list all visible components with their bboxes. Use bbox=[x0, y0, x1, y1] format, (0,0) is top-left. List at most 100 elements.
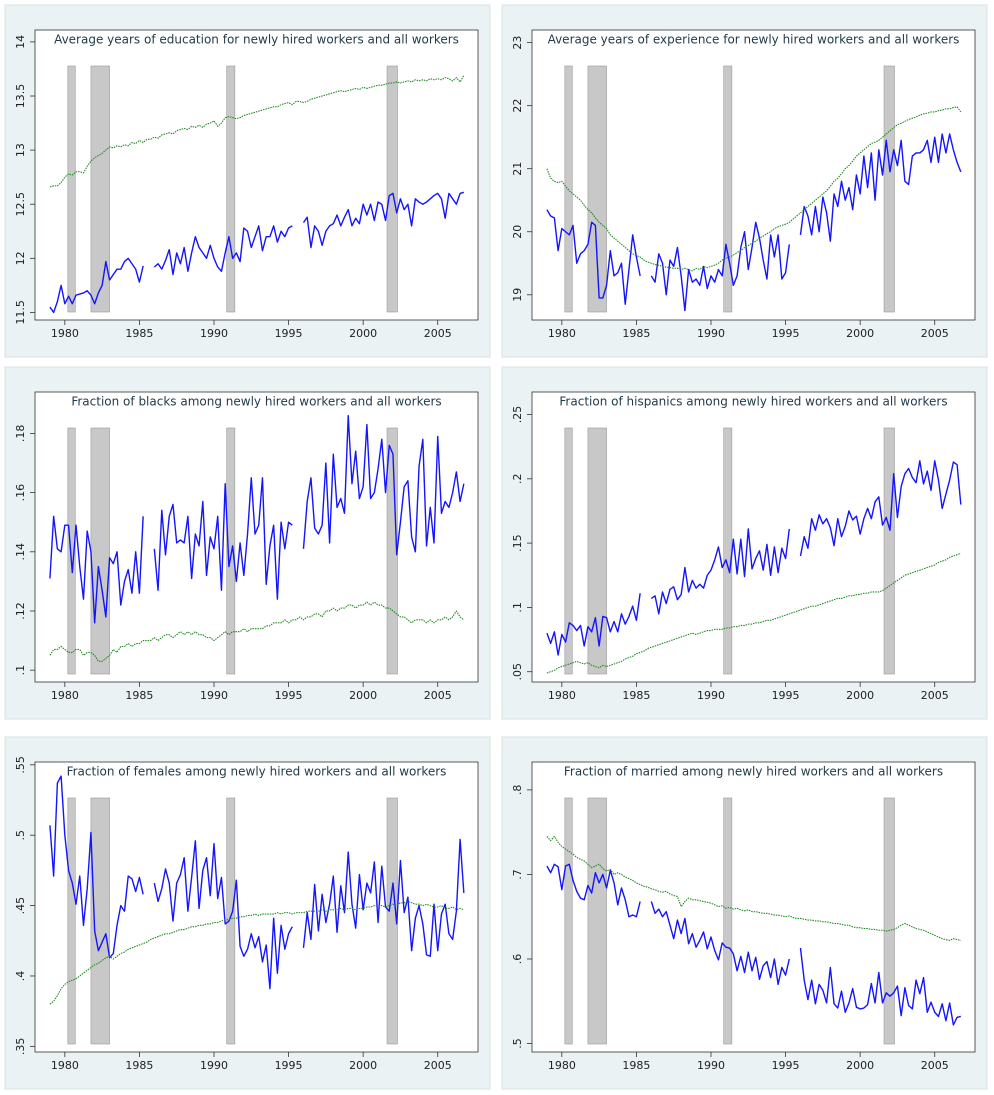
y-tick-label: 19 bbox=[511, 288, 524, 302]
y-tick-label: .7 bbox=[511, 869, 524, 880]
shaded-period bbox=[67, 65, 76, 313]
y-tick-label: .05 bbox=[511, 663, 524, 681]
x-tick-label: 2000 bbox=[349, 1059, 377, 1072]
shaded-period bbox=[883, 65, 895, 313]
x-tick-label: 1990 bbox=[200, 689, 228, 702]
shaded-period bbox=[226, 427, 236, 675]
chart-title: Average years of education for newly hir… bbox=[54, 33, 459, 47]
shaded-period bbox=[564, 427, 573, 675]
shaded-period bbox=[67, 427, 76, 675]
x-tick-label: 1980 bbox=[548, 1059, 576, 1072]
x-tick-label: 1980 bbox=[51, 327, 79, 340]
y-tick-label: .18 bbox=[14, 425, 27, 443]
y-tick-label: .4 bbox=[14, 971, 27, 982]
x-tick-label: 2005 bbox=[921, 327, 949, 340]
y-tick-label: .12 bbox=[14, 602, 27, 620]
panel: Fraction of married among newly hired wo… bbox=[501, 736, 988, 1090]
series-line bbox=[49, 191, 465, 314]
y-tick-label: 11.5 bbox=[14, 300, 27, 325]
x-tick-label: 1985 bbox=[125, 689, 153, 702]
shaded-period bbox=[723, 65, 733, 313]
series-line bbox=[546, 835, 961, 941]
shaded-period bbox=[587, 65, 607, 313]
x-tick-label: 1985 bbox=[622, 689, 650, 702]
x-tick-label: 1990 bbox=[697, 689, 725, 702]
y-tick-label: .15 bbox=[511, 534, 524, 552]
shaded-period bbox=[723, 797, 733, 1045]
y-tick-label: .55 bbox=[14, 756, 27, 774]
shaded-period bbox=[90, 65, 110, 313]
shaded-period bbox=[883, 797, 895, 1045]
y-tick-label: .45 bbox=[14, 897, 27, 915]
x-tick-label: 2000 bbox=[349, 327, 377, 340]
x-tick-label: 1995 bbox=[275, 327, 303, 340]
panel: Fraction of females among newly hired wo… bbox=[4, 736, 491, 1090]
y-tick-label: .1 bbox=[511, 602, 524, 613]
series-line bbox=[49, 775, 465, 990]
y-tick-label: 12.5 bbox=[14, 192, 27, 217]
series-line bbox=[546, 133, 962, 312]
x-tick-label: 1990 bbox=[697, 327, 725, 340]
x-tick-label: 1980 bbox=[548, 327, 576, 340]
series-line bbox=[49, 75, 465, 188]
series-line bbox=[49, 900, 465, 1005]
x-tick-label: 1985 bbox=[125, 327, 153, 340]
y-tick-label: 20 bbox=[511, 225, 524, 239]
x-tick-label: 2005 bbox=[424, 327, 452, 340]
y-tick-label: .5 bbox=[14, 830, 27, 841]
panel: Fraction of hispanics among newly hired … bbox=[501, 366, 988, 720]
series-line bbox=[546, 552, 962, 674]
y-tick-label: .5 bbox=[511, 1038, 524, 1049]
y-tick-label: 21 bbox=[511, 162, 524, 176]
series-line bbox=[546, 863, 961, 1026]
shaded-period bbox=[564, 797, 573, 1045]
x-tick-label: 1980 bbox=[548, 689, 576, 702]
shaded-period bbox=[226, 797, 236, 1045]
shaded-period bbox=[90, 427, 110, 675]
x-tick-label: 2005 bbox=[424, 689, 452, 702]
x-tick-label: 1995 bbox=[772, 689, 800, 702]
y-tick-label: 13.5 bbox=[14, 84, 27, 109]
panel: Average years of education for newly hir… bbox=[4, 4, 491, 358]
x-tick-label: 1995 bbox=[772, 327, 800, 340]
x-tick-label: 1995 bbox=[275, 1059, 303, 1072]
panel: Fraction of blacks among newly hired wor… bbox=[4, 366, 491, 720]
x-tick-label: 1990 bbox=[200, 1059, 228, 1072]
shaded-period bbox=[226, 65, 236, 313]
x-tick-label: 2005 bbox=[921, 689, 949, 702]
shaded-period bbox=[883, 427, 895, 675]
chart-title: Fraction of blacks among newly hired wor… bbox=[71, 395, 441, 409]
series-line bbox=[546, 460, 962, 656]
x-tick-label: 1995 bbox=[275, 689, 303, 702]
chart-title: Fraction of hispanics among newly hired … bbox=[559, 395, 947, 409]
shaded-period bbox=[723, 427, 733, 675]
y-tick-label: .8 bbox=[511, 785, 524, 796]
y-tick-label: .16 bbox=[14, 484, 27, 502]
chart-title: Fraction of married among newly hired wo… bbox=[564, 765, 943, 779]
y-tick-label: 23 bbox=[511, 36, 524, 50]
x-tick-label: 2005 bbox=[921, 1059, 949, 1072]
x-tick-label: 1990 bbox=[200, 327, 228, 340]
y-tick-label: .6 bbox=[511, 954, 524, 965]
shaded-period bbox=[67, 797, 76, 1045]
y-tick-label: 13 bbox=[14, 143, 27, 157]
y-tick-label: .14 bbox=[14, 543, 27, 561]
y-tick-label: 12 bbox=[14, 251, 27, 265]
shaded-period bbox=[90, 797, 110, 1045]
y-tick-label: .2 bbox=[511, 474, 524, 485]
y-tick-label: 14 bbox=[14, 35, 27, 49]
x-tick-label: 1980 bbox=[51, 1059, 79, 1072]
chart-title: Fraction of females among newly hired wo… bbox=[67, 765, 447, 779]
series-line bbox=[546, 106, 962, 272]
panel: Average years of experience for newly hi… bbox=[501, 4, 988, 358]
y-tick-label: .1 bbox=[14, 665, 27, 676]
y-tick-label: .25 bbox=[511, 406, 524, 424]
shaded-period bbox=[587, 797, 607, 1045]
x-tick-label: 2000 bbox=[846, 1059, 874, 1072]
series-line bbox=[49, 414, 465, 624]
shaded-period bbox=[564, 65, 573, 313]
x-tick-label: 1985 bbox=[125, 1059, 153, 1072]
y-tick-label: .35 bbox=[14, 1038, 27, 1056]
